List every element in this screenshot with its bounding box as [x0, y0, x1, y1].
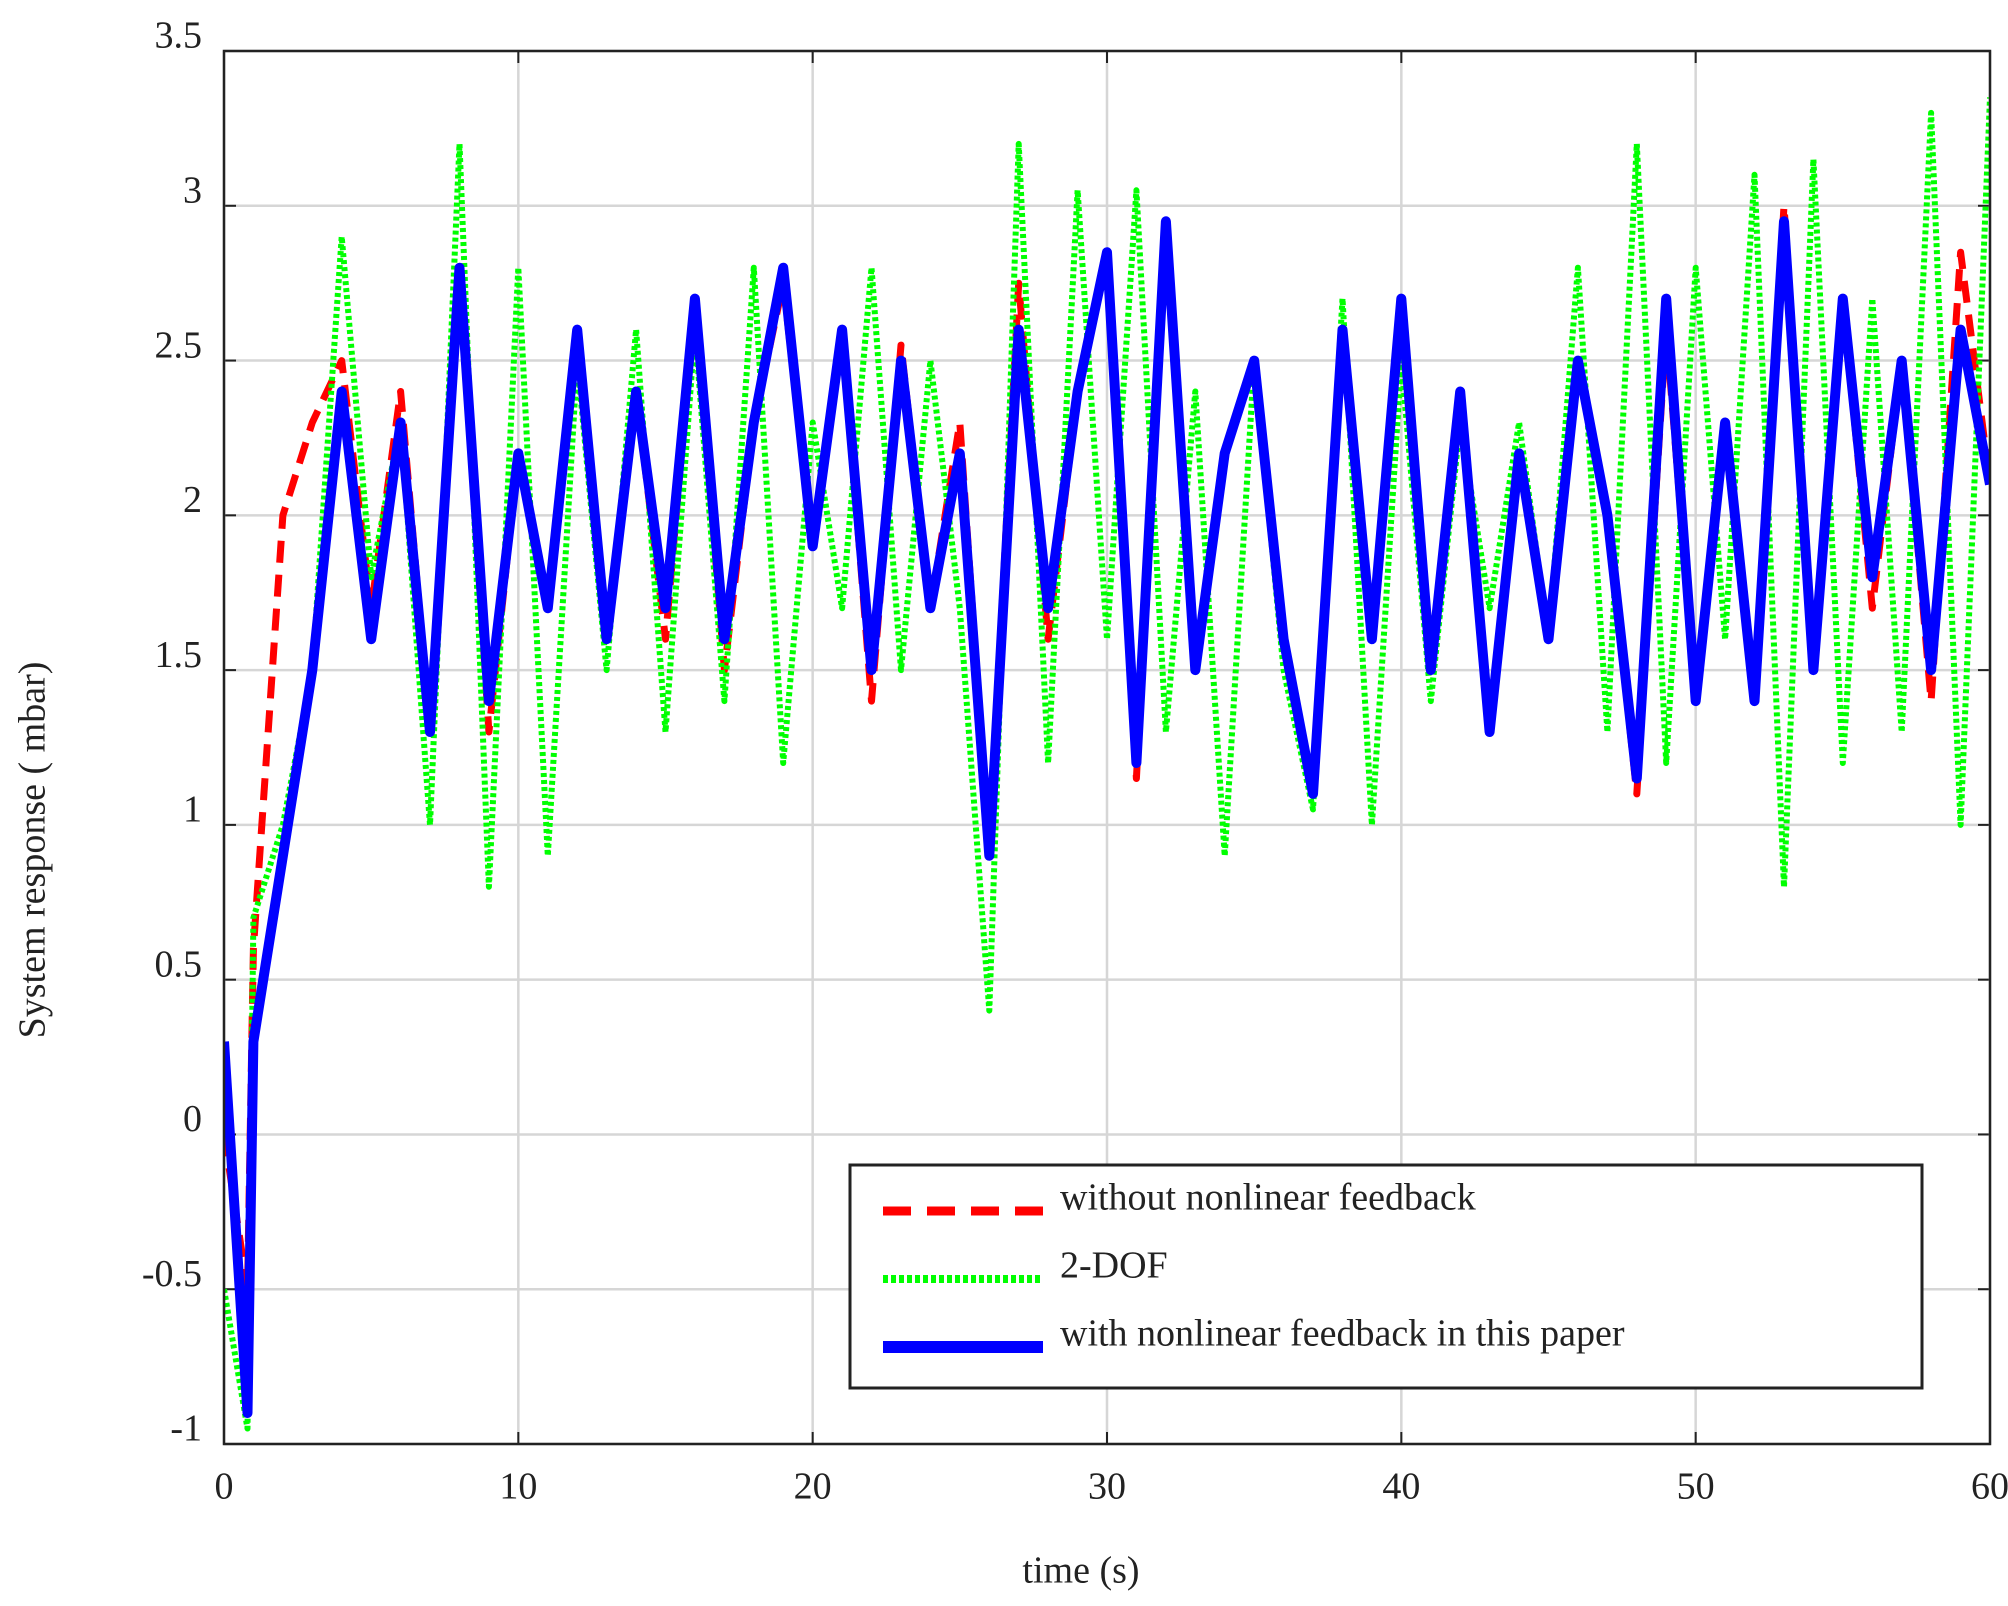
- y-tick-label: 1: [183, 789, 202, 831]
- y-tick-label: -1: [170, 1408, 202, 1450]
- y-tick-label: 3.5: [155, 15, 203, 57]
- y-tick-label: 3: [183, 169, 202, 211]
- x-tick-label: 10: [499, 1466, 537, 1508]
- plot-frame: [222, 49, 1992, 1446]
- y-tick-label: -0.5: [142, 1253, 202, 1295]
- x-tick-label: 0: [215, 1466, 234, 1508]
- y-tick-label: 0.5: [155, 943, 203, 985]
- legend-label: without nonlinear feedback: [1060, 1177, 1476, 1219]
- x-tick-label: 30: [1088, 1466, 1126, 1508]
- y-tick-label: 2.5: [155, 324, 203, 366]
- legend-label: 2-DOF: [1060, 1245, 1168, 1287]
- x-tick-label: 40: [1382, 1466, 1420, 1508]
- x-axis-label: time (s): [1022, 1550, 1139, 1592]
- legend-label: with nonlinear feedback in this paper: [1060, 1313, 1625, 1355]
- series-line: [224, 216, 1990, 1418]
- y-axis-label: System response ( mbar): [12, 662, 54, 1039]
- y-tick-label: 1.5: [155, 634, 203, 676]
- y-tick-label: 0: [183, 1098, 202, 1140]
- y-tick-label: 2: [183, 479, 202, 521]
- x-tick-label: 20: [794, 1466, 832, 1508]
- x-tick-label: 60: [1971, 1466, 2008, 1508]
- x-tick-label: 50: [1677, 1466, 1715, 1508]
